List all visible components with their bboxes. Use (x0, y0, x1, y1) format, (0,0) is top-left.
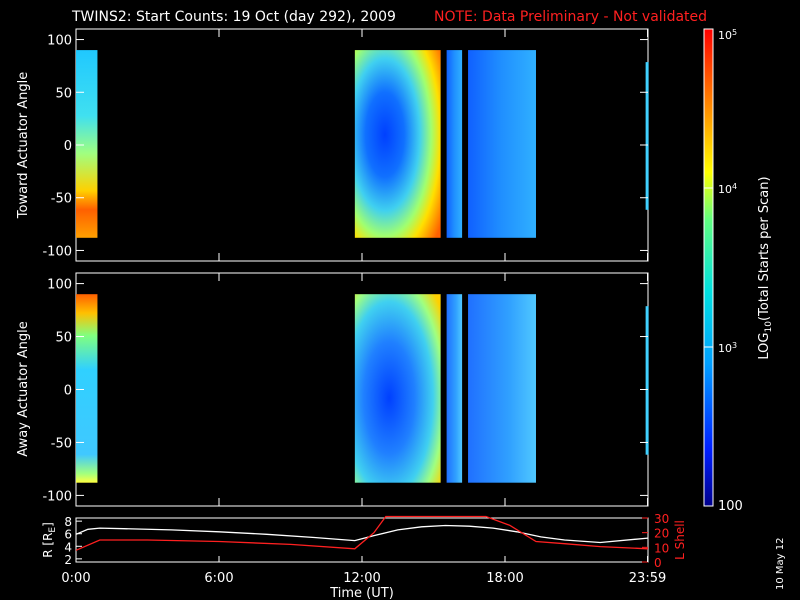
toward-data-block (354, 50, 441, 238)
x-tick-label: 0:00 (61, 571, 90, 586)
colorbar-tick-exp: 4 (732, 182, 737, 191)
colorbar-tick-label: 103 (718, 341, 737, 355)
away-ytick-label: -50 (51, 436, 72, 451)
toward-ytick-label: -100 (42, 244, 72, 259)
toward-data-block (468, 50, 536, 238)
colorbar-label-prefix: LOG (757, 333, 772, 360)
toward-data-block (446, 50, 463, 238)
chart-note: NOTE: Data Preliminary - Not validated (434, 9, 707, 25)
colorbar-tick-exp: 3 (732, 341, 737, 350)
orbit-ytick-left-label: 6 (64, 528, 72, 542)
lshell-series-line (75, 515, 649, 551)
orbit-ytick-right-label: 20 (654, 527, 669, 541)
away-ytick-label: 50 (55, 331, 72, 346)
orbit-ytick-left-label: 4 (64, 540, 72, 554)
away-data-block (446, 294, 463, 483)
orbit-ytick-right-label: 10 (654, 541, 669, 555)
colorbar-tick-label: 104 (718, 182, 737, 196)
orbit-ylabel-right: L Shell (673, 520, 687, 560)
away-ytick-label: 100 (47, 278, 72, 293)
x-axis-label: Time (UT) (329, 586, 394, 600)
away-ytick-label: -100 (42, 489, 72, 504)
orbit-ytick-right-label: 0 (654, 556, 662, 570)
colorbar-tick-base: 10 (718, 29, 732, 42)
toward-ylabel: Toward Actuator Angle (16, 72, 31, 219)
colorbar-fill (704, 29, 713, 506)
footer-date: 10 May 12 (775, 538, 786, 590)
colorbar-label-sub: 10 (764, 321, 774, 333)
colorbar-label-suffix: (Total Starts per Scan) (757, 176, 772, 321)
orbit-ylabel-left: R [RE] (41, 522, 58, 558)
x-tick-label: 6:00 (204, 571, 233, 586)
colorbar-tick-label: 105 (718, 28, 737, 42)
away-data-block (468, 294, 536, 483)
away-data-block (354, 294, 441, 483)
colorbar-tick-label: 100 (718, 499, 743, 514)
chart-title: TWINS2: Start Counts: 19 Oct (day 292), … (71, 9, 396, 25)
colorbar-tick-base: 10 (718, 183, 732, 196)
x-tick-label: 18:00 (486, 571, 523, 586)
away-ytick-label: 0 (64, 384, 72, 399)
toward-ytick-label: -50 (51, 192, 72, 207)
orbit-ytick-left-label: 2 (64, 553, 72, 567)
orbit-ytick-left-label: 8 (64, 515, 72, 529)
colorbar-tick-exp: 5 (732, 28, 737, 37)
x-tick-label: 23:59 (629, 571, 666, 586)
toward-ytick-label: 0 (64, 139, 72, 154)
orbit-ytick-right-label: 30 (654, 512, 669, 526)
toward-ytick-label: 50 (55, 86, 72, 101)
toward-edge-stripe (645, 62, 649, 210)
away-panel: 100 50 0 -50 -100 Away Actuator Angle (16, 272, 649, 507)
toward-panel: 100 50 0 -50 -100 Toward Actuator Angle (16, 28, 649, 262)
colorbar-label: LOG10(Total Starts per Scan) (757, 176, 774, 359)
toward-ytick-label: 100 (47, 34, 72, 49)
toward-data-block (76, 50, 98, 238)
radius-series-line (75, 524, 649, 544)
colorbar-tick-base: 10 (718, 342, 732, 355)
away-ylabel: Away Actuator Angle (16, 321, 31, 456)
away-data-block (76, 294, 98, 483)
x-tick-label: 12:00 (343, 571, 380, 586)
away-edge-stripe (645, 306, 649, 455)
